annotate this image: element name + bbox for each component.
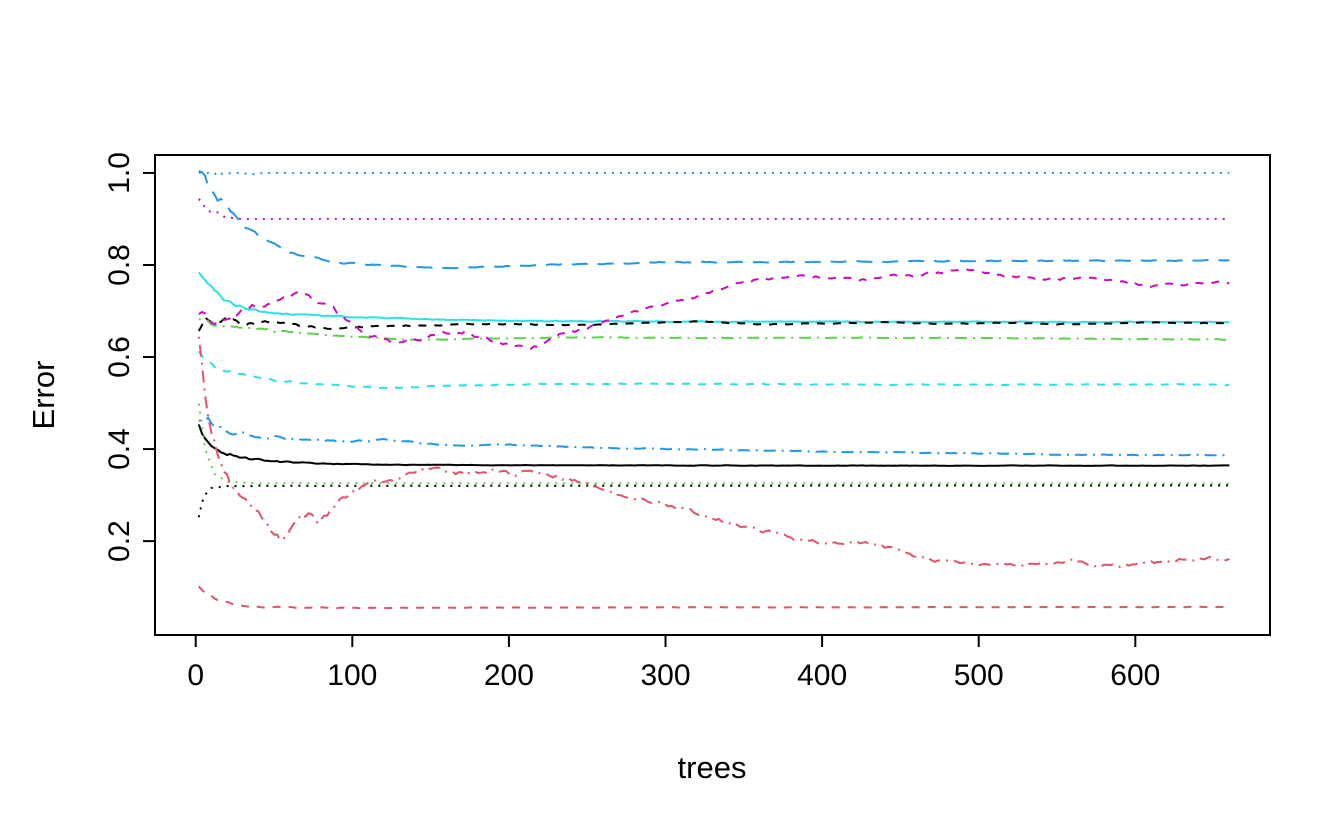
y-tick-label: 1.0 — [103, 152, 136, 194]
series-blue-longdash-0.81 — [198, 170, 1230, 270]
series-magenta-dotted-flat-0.9 — [198, 198, 1230, 221]
x-axis-label: trees — [678, 750, 747, 785]
series-magenta-dashed-wavy-0.76 — [198, 268, 1230, 350]
series-green-dotdash-0.64 — [198, 318, 1230, 342]
series-cyan-dashed-0.54 — [197, 350, 1230, 390]
series-red-dashed-flat-0.055 — [198, 585, 1230, 610]
x-tick-label: 400 — [797, 659, 847, 692]
series-red-dotdash-declining-0.16 — [197, 336, 1230, 568]
x-tick-label: 100 — [327, 659, 377, 692]
x-tick-label: 0 — [187, 659, 204, 692]
x-tick-label: 200 — [484, 659, 534, 692]
y-tick-label: 0.8 — [103, 244, 136, 286]
series-blue-dotted-flat-1.0 — [198, 171, 1230, 178]
series-black-solid-oob-0.36 — [197, 424, 1230, 467]
x-tick-label: 300 — [640, 659, 690, 692]
series-green-dotted-0.325 — [197, 403, 1230, 485]
series-blue-dotdash-0.39 — [198, 416, 1230, 457]
y-tick-label: 0.6 — [103, 336, 136, 378]
x-tick-label: 600 — [1110, 659, 1160, 692]
series-black-dashed-0.67 — [197, 315, 1230, 332]
y-tick-label: 0.2 — [103, 520, 136, 562]
y-tick-label: 0.4 — [103, 428, 136, 470]
plot-box — [154, 154, 1271, 636]
y-axis-label: Error — [26, 361, 61, 430]
x-tick-label: 500 — [954, 659, 1004, 692]
series-cyan-solid-0.68 — [197, 271, 1230, 324]
series-black-dotted-0.32 — [197, 484, 1230, 518]
